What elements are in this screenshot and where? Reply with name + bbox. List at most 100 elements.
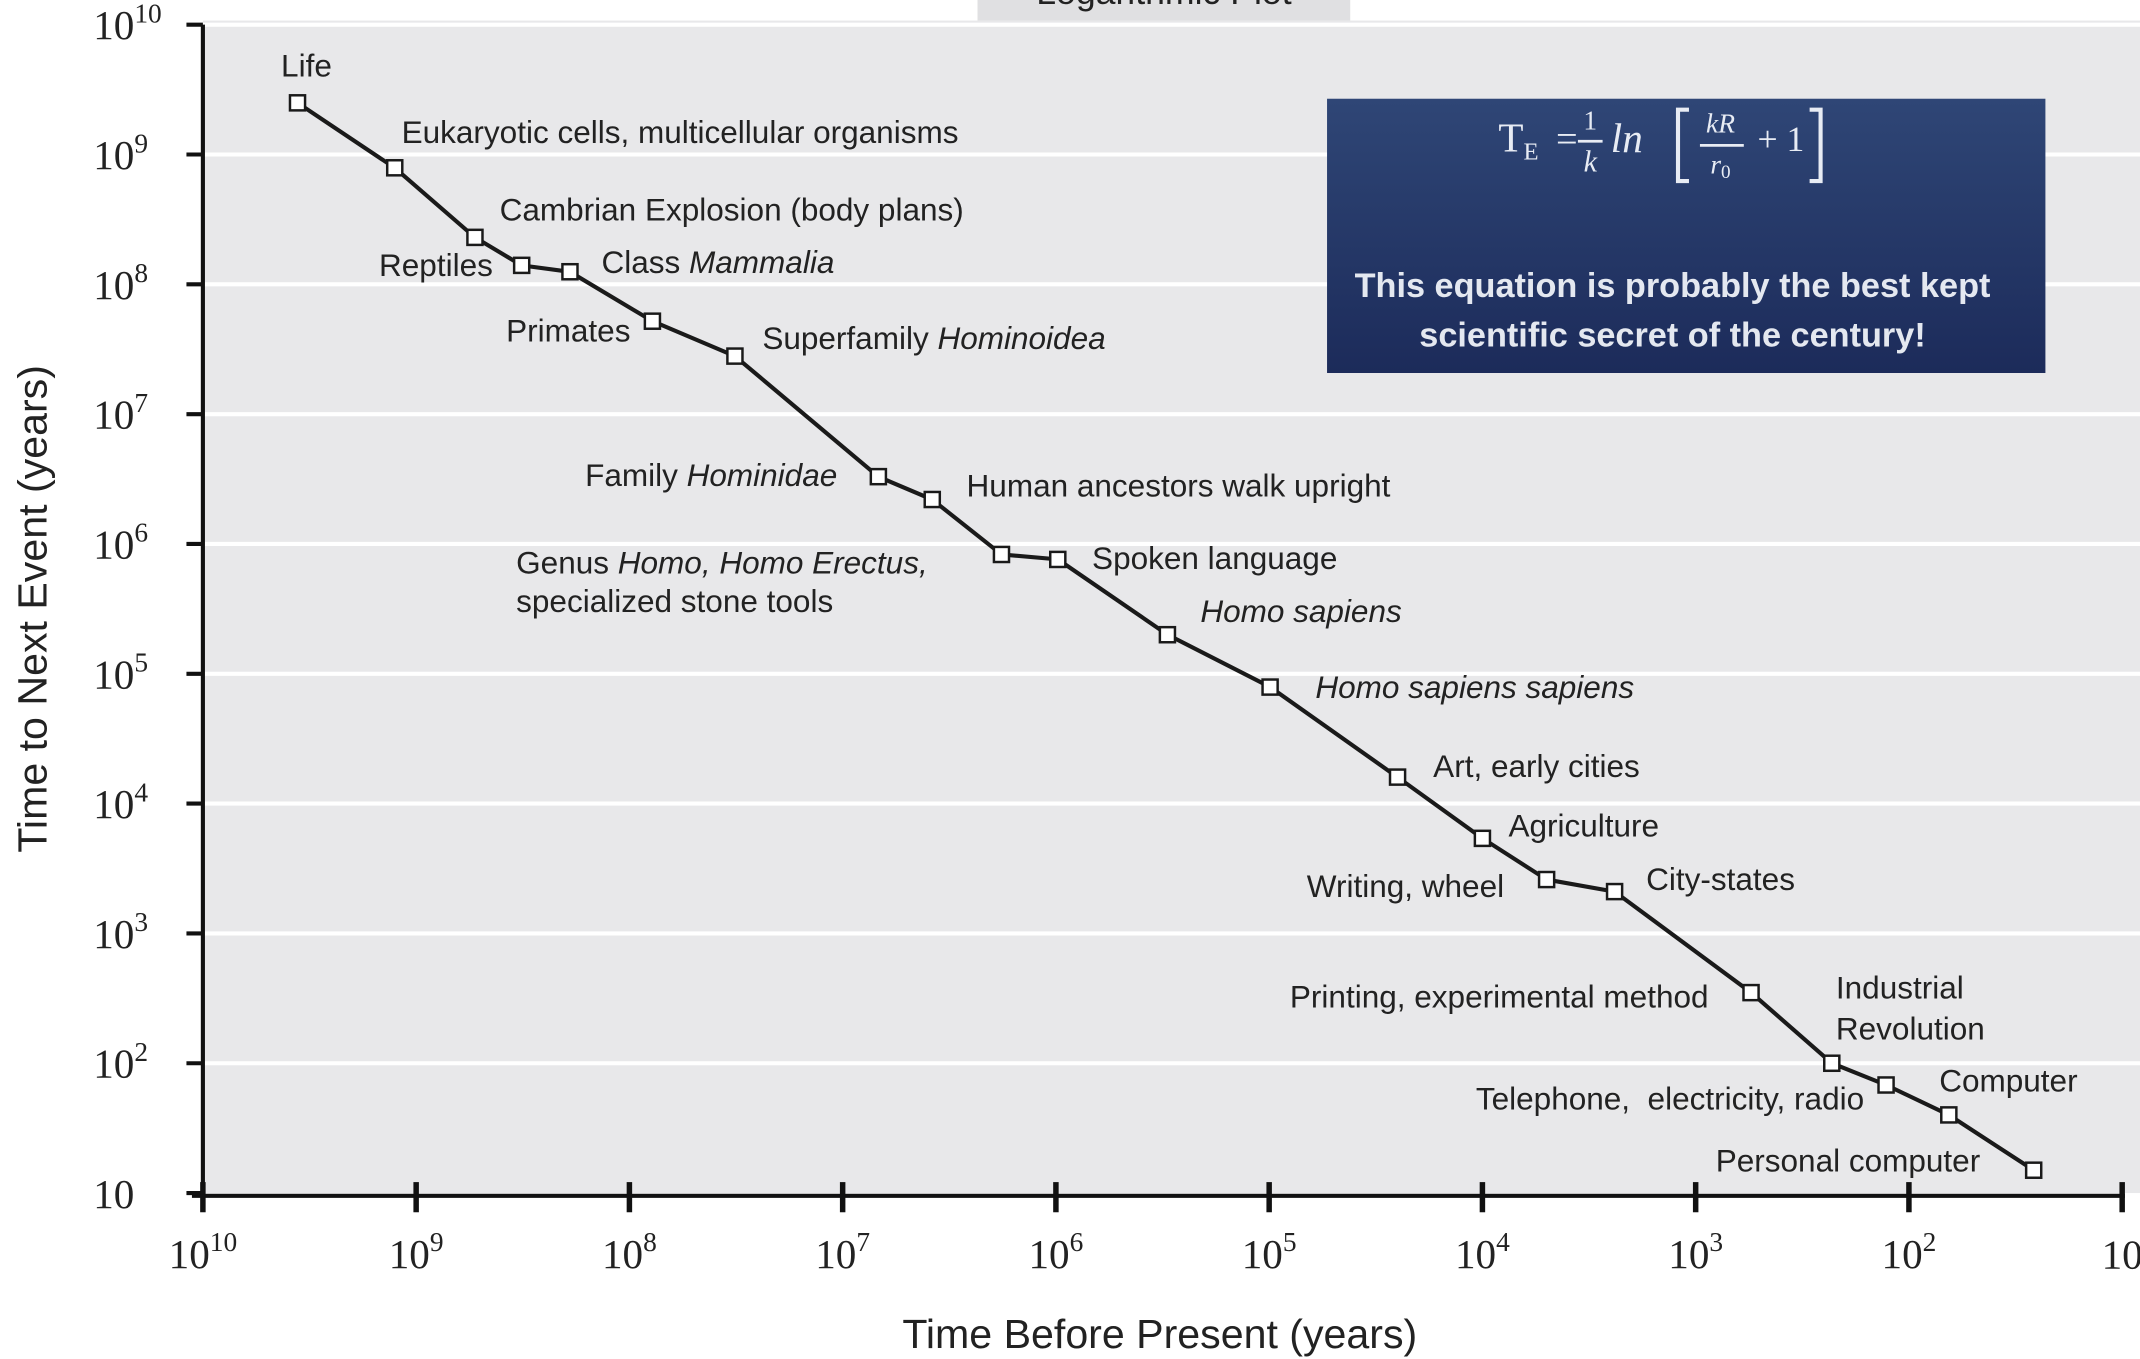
tick-power: 8: [134, 258, 148, 288]
eq-inner-num: kR: [1706, 108, 1735, 138]
data-point: [1742, 983, 1760, 1002]
label-segment: Human ancestors walk upright: [967, 468, 1391, 504]
label-segment: Agriculture: [1508, 808, 1659, 844]
tick-base: 10: [389, 1231, 430, 1277]
tab-label: Logarithmic Plot: [1036, 0, 1291, 12]
label-segment: Genus: [516, 545, 618, 581]
tick-base: 10: [1668, 1231, 1709, 1277]
equation: TE = 1 k ln kR r0 + 1: [1498, 106, 1823, 184]
data-point: [512, 256, 531, 275]
label-segment: Writing, wheel: [1307, 868, 1504, 904]
x-tick-label: 1010: [169, 1227, 238, 1277]
label-segment: Family: [585, 457, 687, 493]
tick-power: 10: [210, 1227, 237, 1257]
eq-fn: ln: [1611, 115, 1643, 161]
x-tick-label: 106: [1029, 1227, 1084, 1277]
label-segment: Reptiles: [379, 247, 493, 283]
point-label: Primates: [506, 313, 630, 349]
tick-base: 10: [93, 392, 134, 438]
tick-power: 3: [1709, 1227, 1723, 1257]
point-label: Family Hominidae: [585, 457, 837, 493]
label-segment: Homo, Homo Erectus,: [618, 545, 928, 581]
data-point: [2024, 1161, 2043, 1179]
label-segment: Hominoidea: [937, 320, 1105, 356]
label-segment: City-states: [1646, 861, 1795, 897]
label-segment: Life: [281, 48, 332, 84]
data-point: [923, 490, 942, 509]
tick-base: 10: [93, 782, 134, 828]
tab-background: [977, 0, 1351, 21]
tick-base: 10: [1882, 1231, 1923, 1277]
x-tick-label: 105: [1242, 1227, 1297, 1277]
point-label: Genus Homo, Homo Erectus,: [516, 545, 928, 581]
data-point: [561, 262, 579, 281]
y-tick-label: 108: [93, 258, 148, 308]
point-label: Industrial: [1836, 970, 1964, 1006]
tick-base: 10: [93, 522, 134, 568]
tick-power: 10: [134, 0, 161, 29]
eq-brackets: [1675, 107, 1823, 184]
tick-base: 10: [93, 1041, 134, 1087]
tick-power: 7: [134, 388, 148, 418]
y-tick-label: 103: [93, 907, 148, 957]
point-label: Revolution: [1836, 1011, 1985, 1047]
data-point: [1049, 550, 1067, 569]
y-tick-label: 102: [93, 1037, 148, 1087]
tick-power: 7: [856, 1227, 870, 1257]
data-point: [1605, 882, 1624, 901]
label-segment: Computer: [1939, 1063, 2077, 1099]
point-label: Spoken language: [1092, 540, 1337, 576]
label-segment: Revolution: [1836, 1011, 1985, 1047]
label-segment: Cambrian Explosion (body plans): [500, 192, 964, 228]
data-line: [296, 101, 2035, 1172]
point-label: Writing, wheel: [1307, 868, 1504, 904]
eq-plus: + 1: [1758, 119, 1805, 159]
tick-power: 3: [134, 907, 148, 937]
inset-caption: scientific secret of the century!: [1419, 316, 1925, 354]
label-segment: Primates: [506, 313, 630, 349]
eq-inner-den-sub: 0: [1721, 163, 1731, 184]
eq-lhs: TE: [1498, 115, 1538, 165]
tick-power: 2: [134, 1037, 148, 1067]
eq-num: 1: [1583, 106, 1597, 136]
data-point: [1473, 829, 1492, 848]
point-label: Reptiles: [379, 247, 493, 283]
x-tick-label: 109: [389, 1227, 444, 1277]
eq-inner-den-main: r: [1710, 150, 1721, 180]
point-label: Art, early cities: [1433, 748, 1640, 784]
tick-power: 9: [430, 1227, 444, 1257]
x-tick-label: 103: [1668, 1227, 1723, 1277]
x-tick-label: 104: [1455, 1227, 1510, 1277]
x-axis-title: Time Before Present (years): [902, 1311, 1417, 1357]
data-point: [992, 545, 1011, 564]
data-point: [1158, 625, 1177, 644]
tick-base: 10: [93, 911, 134, 957]
point-label: Life: [281, 48, 332, 84]
label-segment: Art, early cities: [1433, 748, 1640, 784]
inset: TE = 1 k ln kR r0 + 1 This equation is p…: [1327, 98, 2046, 374]
tick-power: 4: [134, 778, 148, 808]
data-point: [1388, 768, 1407, 786]
tick-power: 4: [1496, 1227, 1510, 1257]
tick-base: 10: [1455, 1231, 1496, 1277]
y-tick-label: 104: [93, 778, 148, 828]
data-point: [643, 312, 662, 330]
label-segment: Industrial: [1836, 970, 1964, 1006]
tick-base: 10: [602, 1231, 643, 1277]
label-segment: Telephone, electricity, radio: [1476, 1081, 1864, 1117]
point-label: Personal computer: [1716, 1143, 1980, 1179]
point-label: Homo sapiens sapiens: [1315, 669, 1634, 705]
data-point: [466, 228, 484, 247]
point-label: Eukaryotic cells, multicellular organism…: [402, 114, 959, 150]
x-tick-label: 108: [602, 1227, 657, 1277]
point-label: Computer: [1939, 1063, 2077, 1099]
point-label: Printing, experimental method: [1290, 979, 1709, 1015]
label-segment: Homo sapiens sapiens: [1315, 669, 1634, 705]
y-tick-label: 10: [93, 1171, 134, 1217]
y-tick-label: 109: [93, 129, 148, 179]
y-tick-label: 107: [93, 388, 148, 438]
point-label: specialized stone tools: [516, 583, 833, 619]
tick-power: 6: [134, 518, 148, 548]
